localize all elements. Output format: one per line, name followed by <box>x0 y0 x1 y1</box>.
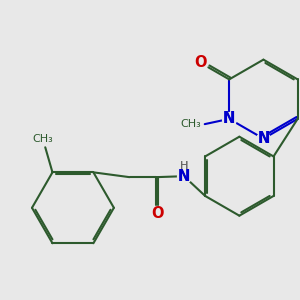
Text: CH₃: CH₃ <box>180 119 201 129</box>
Text: N: N <box>223 111 236 126</box>
Text: H: H <box>180 160 188 171</box>
Text: N: N <box>257 131 270 146</box>
Text: O: O <box>194 55 206 70</box>
Text: CH₃: CH₃ <box>32 134 53 144</box>
Text: N: N <box>223 111 236 126</box>
Text: N: N <box>257 131 270 146</box>
Text: N: N <box>178 169 190 184</box>
Text: N: N <box>178 169 190 184</box>
Text: O: O <box>151 206 164 221</box>
Text: H: H <box>180 160 188 171</box>
